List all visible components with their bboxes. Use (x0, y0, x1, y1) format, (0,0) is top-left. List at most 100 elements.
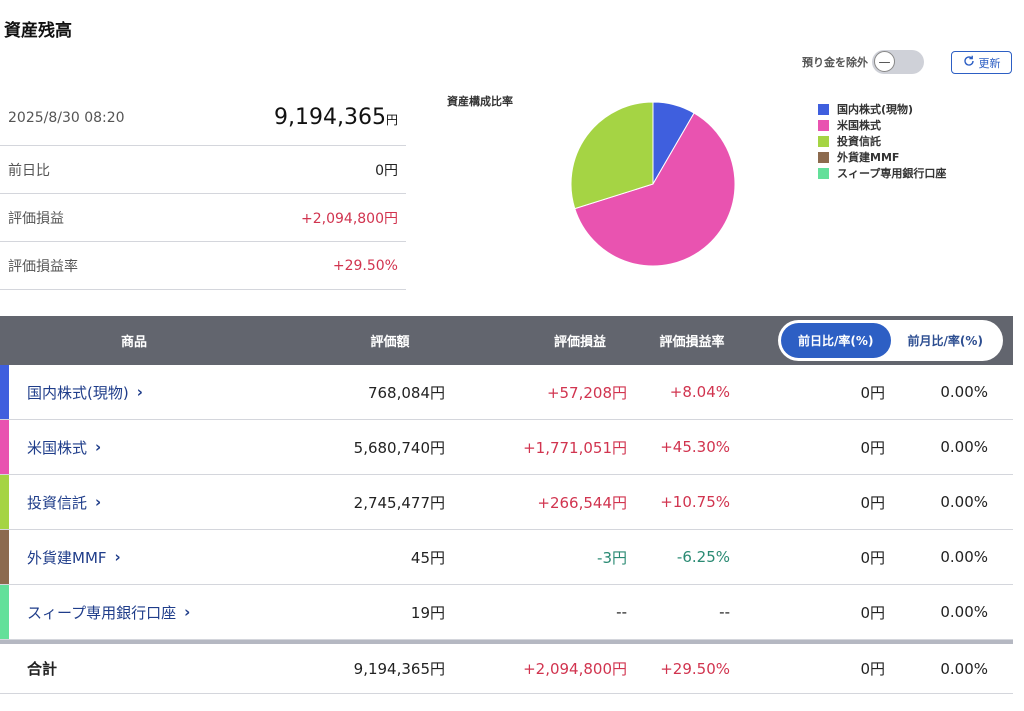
page-title: 資産残高 (4, 21, 72, 41)
legend-label: スィープ専用銀行口座 (837, 167, 947, 180)
row-diff-rate: 0.00% (940, 548, 988, 566)
balance-summary: 2025/8/30 08:20 9,194,365円 前日比 0円 評価損益 +… (0, 90, 406, 290)
summary-row-pl: 評価損益 +2,094,800円 (0, 194, 406, 242)
product-link[interactable]: スィープ専用銀行口座 › (27, 585, 190, 639)
allocation-pie-chart (570, 101, 736, 267)
chevron-right-icon: › (136, 383, 143, 401)
row-pl: +57,208円 (546, 383, 627, 402)
category-color-stripe (0, 365, 9, 419)
product-name: 米国株式 (27, 438, 88, 457)
total-diff: 0円 (860, 660, 885, 678)
category-color-stripe (0, 475, 9, 529)
exclude-deposit-control: 預り金を除外 — (802, 50, 924, 74)
row-value: 2,745,477円 (353, 493, 445, 512)
summary-total-unit: 円 (385, 113, 398, 127)
product-link[interactable]: 国内株式(現物) › (27, 365, 143, 419)
total-row: 合計 9,194,365円 +2,094,800円 +29.50% 0円 0.0… (0, 640, 1013, 694)
legend-item: 国内株式(現物) (818, 101, 946, 117)
product-name: 投資信託 (27, 493, 88, 512)
row-diff: 0円 (860, 493, 885, 512)
table-row: 国内株式(現物) › 768,084円 +57,208円 +8.04% 0円 0.00% (0, 365, 1013, 420)
legend-label: 外貨建MMF (837, 151, 900, 164)
category-color-stripe (0, 585, 9, 639)
row-diff: 0円 (860, 438, 885, 457)
table-row: 米国株式 › 5,680,740円 +1,771,051円 +45.30% 0円 0.00% (0, 420, 1013, 475)
table-row: 投資信託 › 2,745,477円 +266,544円 +10.75% 0円 0.00% (0, 475, 1013, 530)
chevron-right-icon: › (95, 438, 102, 456)
summary-total-row: 2025/8/30 08:20 9,194,365円 (0, 90, 406, 146)
legend-label: 投資信託 (837, 135, 881, 148)
total-pl: +2,094,800円 (523, 660, 627, 678)
legend-swatch (818, 119, 829, 131)
legend-item: 外貨建MMF (818, 149, 946, 165)
row-value: 45円 (410, 548, 445, 567)
row-diff: 0円 (860, 603, 885, 622)
legend-swatch (818, 151, 829, 163)
legend-swatch (818, 103, 829, 115)
summary-value: +2,094,800円 (301, 210, 398, 227)
exclude-deposit-label: 預り金を除外 (802, 56, 868, 69)
summary-total-value: 9,194,365 (274, 105, 386, 130)
row-diff-rate: 0.00% (940, 438, 988, 456)
product-link[interactable]: 投資信託 › (27, 475, 101, 529)
summary-label: 評価損益率 (8, 258, 78, 275)
legend-swatch (818, 167, 829, 179)
row-value: 5,680,740円 (353, 438, 445, 457)
refresh-label: 更新 (978, 56, 1001, 70)
total-diff-rate: 0.00% (940, 659, 988, 678)
row-diff-rate: 0.00% (940, 493, 988, 511)
category-color-stripe (0, 530, 9, 584)
row-pl-rate: -6.25% (676, 548, 730, 566)
header-name: 商品 (120, 335, 147, 350)
row-diff: 0円 (860, 548, 885, 567)
row-pl: +266,544円 (537, 493, 627, 512)
summary-label: 前日比 (8, 162, 50, 179)
product-link[interactable]: 外貨建MMF › (27, 530, 121, 584)
row-value: 768,084円 (367, 383, 445, 402)
summary-row-pl-rate: 評価損益率 +29.50% (0, 242, 406, 290)
table-row: 外貨建MMF › 45円 -3円 -6.25% 0円 0.00% (0, 530, 1013, 585)
table-body: 国内株式(現物) › 768,084円 +57,208円 +8.04% 0円 0.00% 米国… (0, 365, 1013, 640)
legend-swatch (818, 135, 829, 147)
chevron-right-icon: › (114, 548, 121, 566)
summary-total: 9,194,365円 (274, 105, 398, 130)
chevron-right-icon: › (95, 493, 102, 511)
pie-slice-2 (570, 101, 654, 210)
legend-label: 国内株式(現物) (837, 103, 914, 116)
row-pl-rate: +8.04% (669, 383, 730, 401)
summary-label: 評価損益 (8, 210, 64, 227)
tab-month-change[interactable]: 前月比/率(%) (907, 334, 983, 348)
row-diff: 0円 (860, 383, 885, 402)
chevron-right-icon: › (184, 603, 191, 621)
row-pl: +1,771,051円 (523, 438, 627, 457)
refresh-icon (963, 55, 975, 71)
legend-item: 米国株式 (818, 117, 946, 133)
period-toggle: 前日比/率(%) 前月比/率(%) (778, 320, 1003, 361)
row-pl-rate: +45.30% (660, 438, 730, 456)
header-pl-rate: 評価損益率 (659, 335, 725, 350)
summary-row-day-change: 前日比 0円 (0, 146, 406, 194)
tab-day-change[interactable]: 前日比/率(%) (781, 323, 891, 358)
row-value: 19円 (410, 603, 445, 622)
summary-value: 0円 (375, 162, 398, 179)
summary-value: +29.50% (332, 257, 398, 274)
row-diff-rate: 0.00% (940, 603, 988, 621)
legend-item: スィープ専用銀行口座 (818, 165, 946, 181)
row-pl: -3円 (597, 548, 627, 567)
header-value: 評価額 (370, 335, 410, 350)
pie-slice-1 (574, 112, 736, 267)
row-pl: -- (616, 603, 627, 621)
product-link[interactable]: 米国株式 › (27, 420, 101, 474)
refresh-button[interactable]: 更新 (951, 51, 1012, 74)
category-color-stripe (0, 420, 9, 474)
holdings-table: 商品 評価額 評価損益 評価損益率 前日比/率(%) 前月比/率(%) 国内株式… (0, 316, 1013, 694)
summary-datetime: 2025/8/30 08:20 (8, 109, 125, 126)
total-label: 合計 (27, 660, 58, 678)
table-header: 商品 評価額 評価損益 評価損益率 前日比/率(%) 前月比/率(%) (0, 316, 1013, 365)
product-name: 外貨建MMF (27, 548, 107, 567)
row-pl-rate: -- (719, 603, 730, 621)
toggle-knob: — (874, 51, 895, 72)
exclude-deposit-toggle[interactable]: — (872, 50, 924, 74)
legend-item: 投資信託 (818, 133, 946, 149)
product-name: 国内株式(現物) (27, 383, 129, 402)
